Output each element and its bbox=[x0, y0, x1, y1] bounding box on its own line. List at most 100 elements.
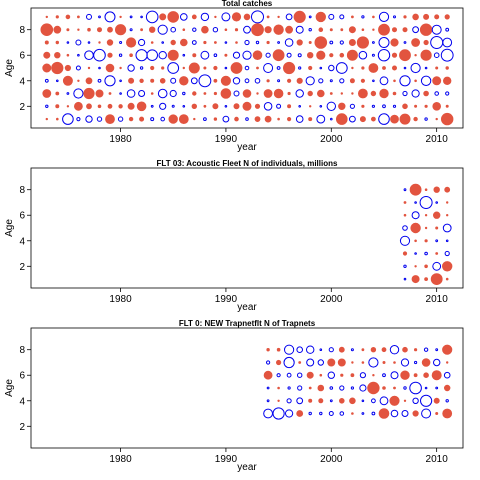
bubble-negative bbox=[413, 348, 418, 352]
bubble-negative bbox=[66, 105, 70, 108]
bubble-positive bbox=[145, 10, 159, 24]
bubble-positive bbox=[73, 88, 84, 99]
bubble-negative bbox=[350, 15, 354, 19]
bubble-negative bbox=[381, 347, 387, 353]
bubble-positive bbox=[180, 13, 188, 21]
bubble-negative bbox=[441, 112, 454, 126]
bubble-negative bbox=[392, 91, 397, 96]
bubble-positive bbox=[399, 75, 411, 87]
bubble-negative bbox=[414, 54, 417, 57]
bubble-positive bbox=[244, 65, 250, 71]
bubble-positive bbox=[435, 386, 439, 390]
bubble-negative bbox=[372, 374, 375, 377]
bubble-positive bbox=[244, 78, 250, 84]
bubble-positive bbox=[170, 26, 176, 33]
bubble-positive bbox=[272, 407, 285, 420]
y-tick-label: 4 bbox=[19, 76, 25, 87]
bubble-negative bbox=[256, 92, 259, 95]
bubble-negative bbox=[203, 40, 207, 45]
bubble-positive bbox=[329, 79, 333, 83]
bubble-negative bbox=[98, 41, 101, 44]
y-tick-label: 6 bbox=[19, 371, 25, 382]
bubble-negative bbox=[338, 346, 345, 353]
bubble-positive bbox=[378, 11, 390, 22]
bubble-positive bbox=[266, 399, 270, 403]
x-axis-label: year bbox=[237, 142, 257, 153]
bubble-negative bbox=[263, 89, 273, 98]
bubble-negative bbox=[254, 116, 261, 122]
bubble-negative bbox=[77, 79, 80, 83]
bubble-negative bbox=[201, 25, 209, 34]
bubble-positive bbox=[409, 381, 422, 395]
bubble-negative bbox=[192, 91, 197, 96]
bubble-positive bbox=[403, 277, 407, 281]
bubble-negative bbox=[77, 15, 80, 19]
panel-2: FLT 03: Acoustic Fleet N of individuals,… bbox=[4, 159, 464, 313]
bubble-negative bbox=[203, 104, 207, 108]
bubble-positive bbox=[358, 50, 368, 60]
bubble-negative bbox=[182, 28, 186, 32]
bubble-negative bbox=[272, 49, 285, 62]
y-axis-label: Age bbox=[4, 219, 15, 237]
bubble-negative bbox=[372, 15, 375, 19]
bubble-positive bbox=[150, 117, 155, 122]
bubble-negative bbox=[424, 213, 428, 217]
bubble-negative bbox=[391, 52, 398, 58]
bubble-positive bbox=[287, 386, 291, 390]
bubble-positive bbox=[349, 103, 355, 109]
bubble-negative bbox=[399, 49, 411, 62]
bubble-positive bbox=[393, 15, 396, 19]
bubble-positive bbox=[191, 40, 197, 45]
plot-frame bbox=[30, 327, 464, 449]
bubble-positive bbox=[403, 41, 407, 44]
bubble-negative bbox=[182, 66, 186, 70]
bubble-negative bbox=[423, 39, 429, 46]
bubble-positive bbox=[129, 15, 133, 19]
bubble-positive bbox=[295, 89, 304, 98]
bubble-negative bbox=[264, 115, 272, 123]
bubble-positive bbox=[276, 373, 281, 378]
bubble-negative bbox=[390, 114, 399, 124]
bubble-positive bbox=[146, 49, 158, 62]
bubble-negative bbox=[361, 28, 365, 32]
bubble-positive bbox=[170, 77, 177, 84]
x-tick-label: 1990 bbox=[215, 454, 238, 465]
bubble-positive bbox=[45, 104, 49, 109]
bubble-positive bbox=[232, 51, 241, 59]
bubble-positive bbox=[329, 40, 334, 45]
bubble-positive bbox=[203, 117, 207, 121]
bubble-negative bbox=[107, 103, 113, 109]
bubble-negative bbox=[251, 23, 264, 37]
bubble-positive bbox=[445, 239, 449, 243]
bubble-negative bbox=[423, 13, 430, 20]
bubble-negative bbox=[382, 360, 386, 364]
bubble-negative bbox=[420, 49, 432, 61]
bubble-negative bbox=[442, 344, 453, 355]
bubble-negative bbox=[411, 38, 421, 47]
bubble-positive bbox=[350, 348, 354, 352]
bubble-negative bbox=[214, 15, 217, 19]
bubble-positive bbox=[339, 385, 345, 391]
bubble-positive bbox=[157, 88, 168, 99]
bubble-positive bbox=[138, 38, 146, 47]
bubble-negative bbox=[413, 116, 418, 122]
bubble-positive bbox=[435, 201, 439, 204]
bubble-negative bbox=[220, 75, 231, 86]
bubble-positive bbox=[316, 114, 326, 124]
bubble-negative bbox=[309, 105, 312, 108]
bubble-positive bbox=[104, 11, 116, 23]
bubble-positive bbox=[266, 386, 270, 390]
bubble-positive bbox=[440, 48, 454, 62]
bubble-positive bbox=[265, 52, 271, 58]
bubble-positive bbox=[431, 24, 442, 35]
bubble-positive bbox=[306, 345, 315, 354]
bubble-positive bbox=[378, 37, 390, 48]
bubble-negative bbox=[167, 49, 179, 61]
bubble-positive bbox=[329, 386, 334, 390]
bubble-positive bbox=[212, 27, 219, 33]
bubble-positive bbox=[85, 115, 93, 123]
bubble-negative bbox=[220, 88, 232, 99]
bubble-positive bbox=[75, 39, 82, 46]
bubble-positive bbox=[326, 101, 336, 112]
bubble-positive bbox=[190, 77, 198, 85]
